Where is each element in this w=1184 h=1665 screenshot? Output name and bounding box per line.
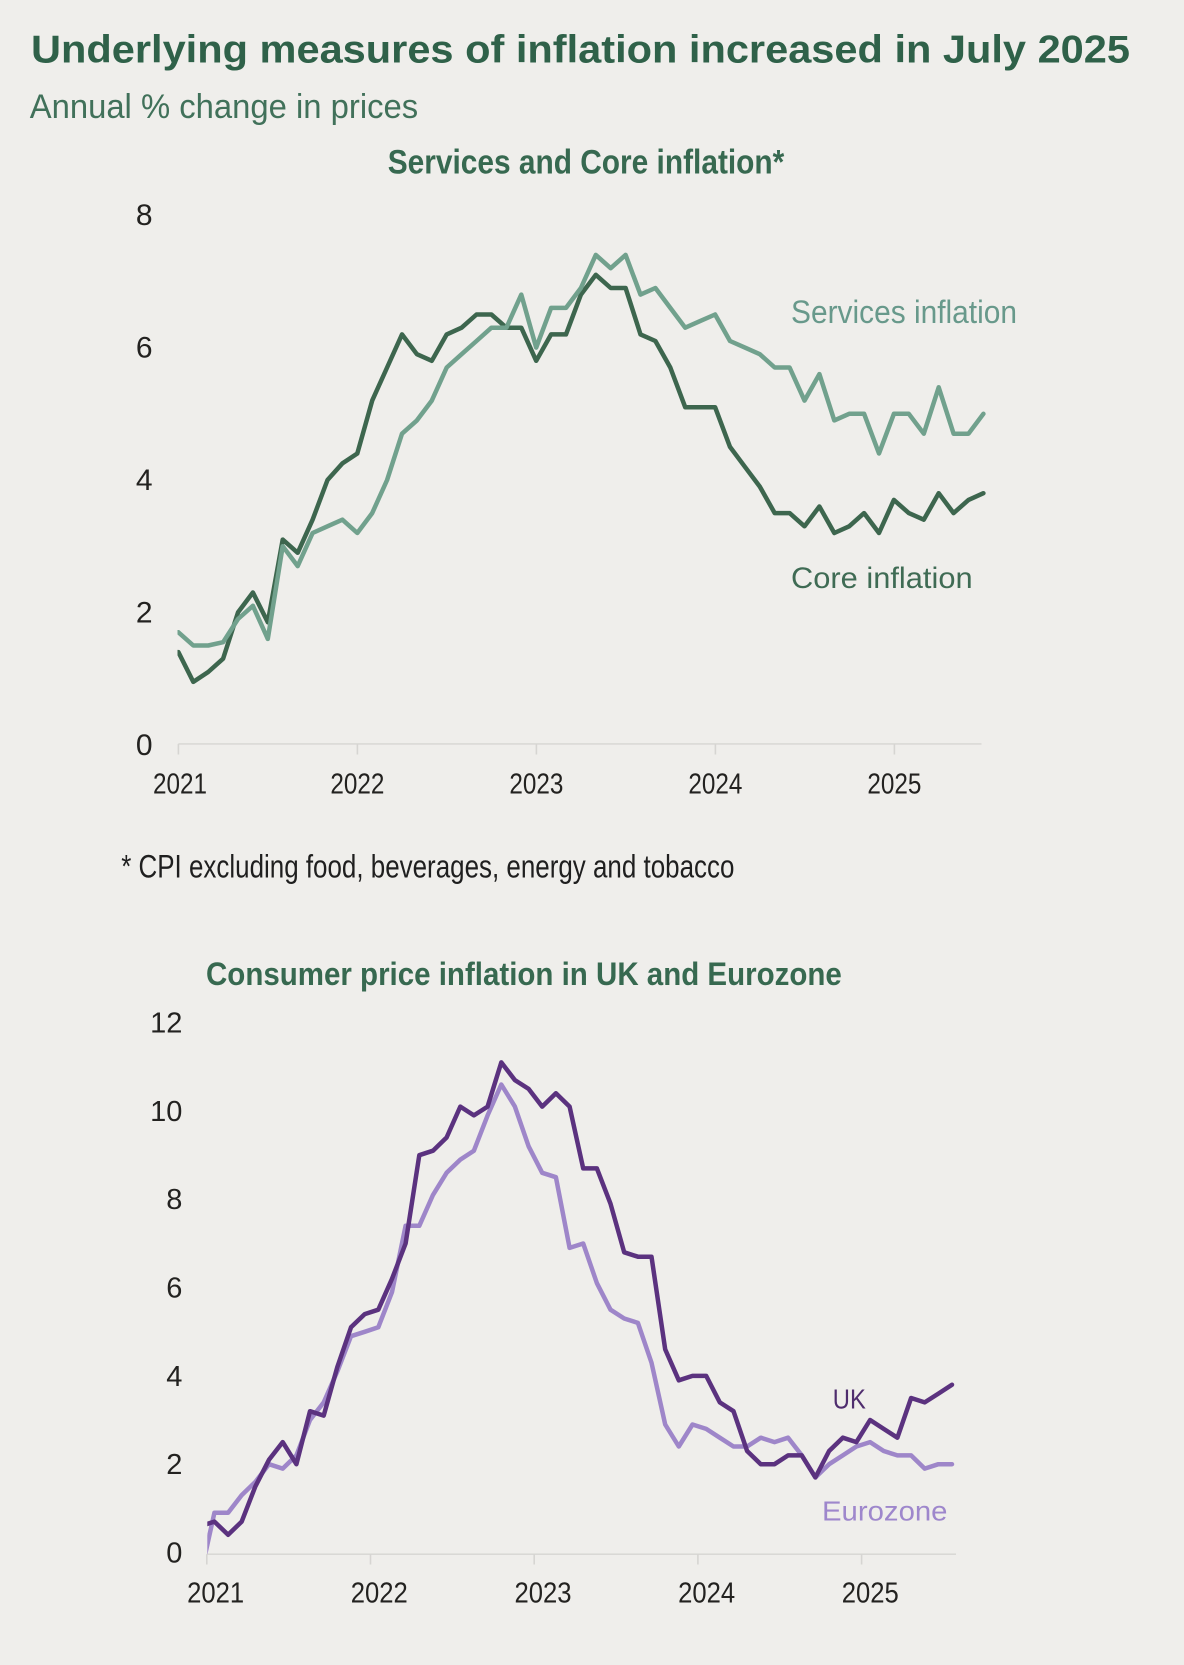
svg-text:10: 10 xyxy=(150,1096,182,1128)
svg-text:Consumer price inflation in UK: Consumer price inflation in UK and Euroz… xyxy=(206,956,842,992)
svg-text:Services inflation: Services inflation xyxy=(791,294,1017,330)
svg-text:8: 8 xyxy=(166,1184,182,1216)
svg-text:0: 0 xyxy=(166,1537,182,1569)
svg-text:2021: 2021 xyxy=(153,769,207,801)
svg-text:Annual % change in prices: Annual % change in prices xyxy=(30,88,419,126)
svg-text:2: 2 xyxy=(136,597,153,630)
svg-text:6: 6 xyxy=(136,332,153,365)
svg-text:2025: 2025 xyxy=(842,1578,899,1610)
svg-text:Services and Core inflation*: Services and Core inflation* xyxy=(388,144,785,182)
svg-text:Eurozone: Eurozone xyxy=(822,1496,948,1527)
svg-text:8: 8 xyxy=(136,199,153,232)
svg-text:UK: UK xyxy=(833,1384,866,1415)
svg-text:2024: 2024 xyxy=(678,1578,735,1610)
svg-text:6: 6 xyxy=(166,1273,182,1305)
svg-text:2: 2 xyxy=(166,1449,182,1481)
svg-text:2022: 2022 xyxy=(330,769,384,801)
svg-text:0: 0 xyxy=(136,729,153,762)
svg-text:* CPI excluding food, beverage: * CPI excluding food, beverages, energy … xyxy=(121,848,734,884)
svg-text:4: 4 xyxy=(136,464,153,497)
svg-text:2021: 2021 xyxy=(187,1578,244,1610)
svg-text:2022: 2022 xyxy=(351,1578,408,1610)
svg-text:12: 12 xyxy=(150,1008,182,1040)
svg-text:4: 4 xyxy=(166,1361,182,1393)
svg-text:Underlying measures of inflati: Underlying measures of inflation increas… xyxy=(31,29,1130,72)
svg-text:2023: 2023 xyxy=(515,1578,572,1610)
svg-text:2024: 2024 xyxy=(688,769,742,801)
svg-text:2023: 2023 xyxy=(509,769,563,801)
svg-text:2025: 2025 xyxy=(867,769,921,801)
svg-text:Core inflation: Core inflation xyxy=(791,562,973,595)
